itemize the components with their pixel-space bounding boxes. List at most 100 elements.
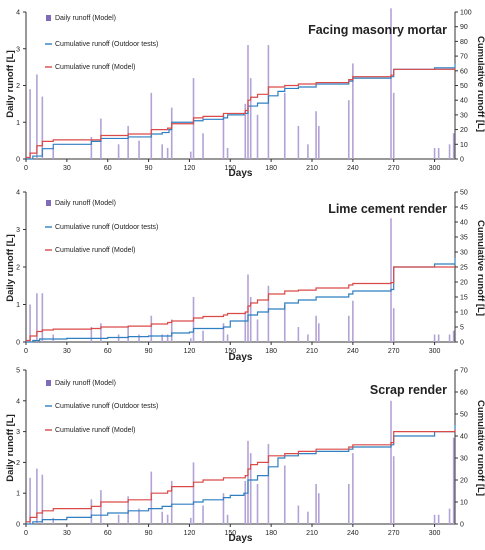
daily-runoff-bar [36,74,38,159]
y-right-tick-label: 15 [460,295,468,302]
daily-runoff-bar [392,308,395,342]
daily-runoff-bar [448,144,451,159]
y-left-tick-label: 5 [16,368,20,375]
daily-runoff-bar [390,400,392,524]
daily-runoff-bar [117,144,120,159]
x-tick-label: 0 [24,165,28,172]
daily-runoff-bar [347,100,350,159]
y-left-axis-title: Daily runoff [L] [5,414,16,482]
axis-frame [25,370,456,525]
daily-runoff-bar [127,496,129,524]
series-line-outdoor [26,63,456,160]
daily-runoff-bar [138,508,140,524]
daily-runoff-bar [249,297,252,342]
y-right-tick-label: 45 [460,205,468,212]
y-right-tick-label: 10 [460,500,468,507]
daily-runoff-bar [138,334,140,342]
legend-swatch-daily [46,200,51,206]
daily-runoff-bar [283,465,286,524]
daily-runoff-bar [448,508,451,524]
daily-runoff-bar [307,511,309,524]
daily-runoff-bar [347,315,350,342]
series-line-model [26,429,456,523]
y-right-tick-label: 0 [460,522,464,529]
daily-runoff-bar [437,514,440,524]
daily-runoff-bar [226,334,229,342]
daily-runoff-bar [244,312,247,342]
legend-swatch-daily [46,15,51,21]
y-right-tick-label: 50 [460,190,468,197]
daily-runoff-bar [100,323,102,342]
x-tick-label: 0 [24,348,28,355]
y-left-tick-label: 3 [16,429,20,436]
x-tick-label: 300 [429,348,441,355]
daily-runoff-bar [452,437,455,524]
daily-runoff-bar [318,493,320,524]
x-tick-label: 180 [265,530,277,537]
daily-runoff-bar [244,103,247,159]
daily-runoff-bar [315,483,317,524]
daily-runoff-bar [90,327,93,342]
daily-runoff-bar [192,462,195,524]
x-tick-label: 90 [145,348,153,355]
daily-runoff-bar [318,125,320,159]
daily-runoff-bar [267,443,270,524]
x-tick-label: 120 [184,348,196,355]
daily-runoff-bar [29,304,31,342]
daily-runoff-bar [150,315,153,342]
y-left-tick-label: 1 [16,120,20,127]
daily-runoff-bar [315,315,317,342]
y-left-tick-label: 0 [16,522,20,529]
daily-runoff-bar [166,147,169,159]
y-right-tick-label: 35 [460,235,468,242]
daily-runoff-bar [390,218,392,342]
y-right-tick-label: 10 [460,310,468,317]
y-right-tick-label: 30 [460,112,468,119]
y-right-tick-label: 80 [460,39,468,46]
y-left-tick-label: 0 [16,340,20,347]
x-tick-label: 180 [265,165,277,172]
daily-runoff-bar [52,517,55,524]
daily-runoff-bar [283,304,286,342]
x-tick-label: 270 [388,165,400,172]
x-tick-label: 180 [265,348,277,355]
y-left-tick-label: 4 [16,398,20,405]
daily-runoff-bar [117,334,120,342]
x-tick-label: 60 [104,348,112,355]
chart-panel-1: 0 30 60 90 120 150 180 210 240 270 300012340102030… [5,8,485,179]
y-right-axis-title: Cumulative runoff [L] [475,36,485,132]
x-tick-label: 240 [347,348,359,355]
legend-label-outdoor: Cumulative runoff (Outdoor tests) [55,224,158,231]
x-tick-label: 240 [347,165,359,172]
chart-title: Scrap render [370,383,447,397]
daily-runoff-bar [267,285,270,342]
y-left-tick-label: 1 [16,491,20,498]
y-right-tick-label: 40 [460,98,468,105]
x-tick-label: 150 [224,348,236,355]
legend-label-daily: Daily runoff (Model) [55,380,116,387]
y-right-tick-label: 20 [460,478,468,485]
daily-runoff-bar [222,114,225,159]
daily-runoff-bar [161,144,163,159]
x-tick-label: 90 [145,165,153,172]
x-tick-label: 210 [306,348,318,355]
daily-runoff-bar [41,474,44,524]
daily-runoff-bar [433,514,436,524]
daily-runoff-bar [392,456,395,524]
daily-runoff-bar [41,96,44,159]
daily-runoff-bar [392,92,395,159]
x-tick-label: 30 [63,530,71,537]
y-left-tick-label: 4 [16,190,20,197]
x-axis-title: Days [229,168,253,179]
daily-runoff-bar [315,111,317,159]
x-tick-label: 120 [184,530,196,537]
y-right-axis-title: Cumulative runoff [L] [475,400,485,496]
x-tick-label: 300 [429,165,441,172]
daily-runoff-bar [170,319,173,342]
y-right-tick-label: 60 [460,390,468,397]
y-right-axis-title: Cumulative runoff [L] [475,220,485,316]
legend-label-outdoor: Cumulative runoff (Outdoor tests) [55,41,158,48]
y-right-tick-label: 0 [460,157,464,164]
daily-runoff-bar [117,514,120,524]
